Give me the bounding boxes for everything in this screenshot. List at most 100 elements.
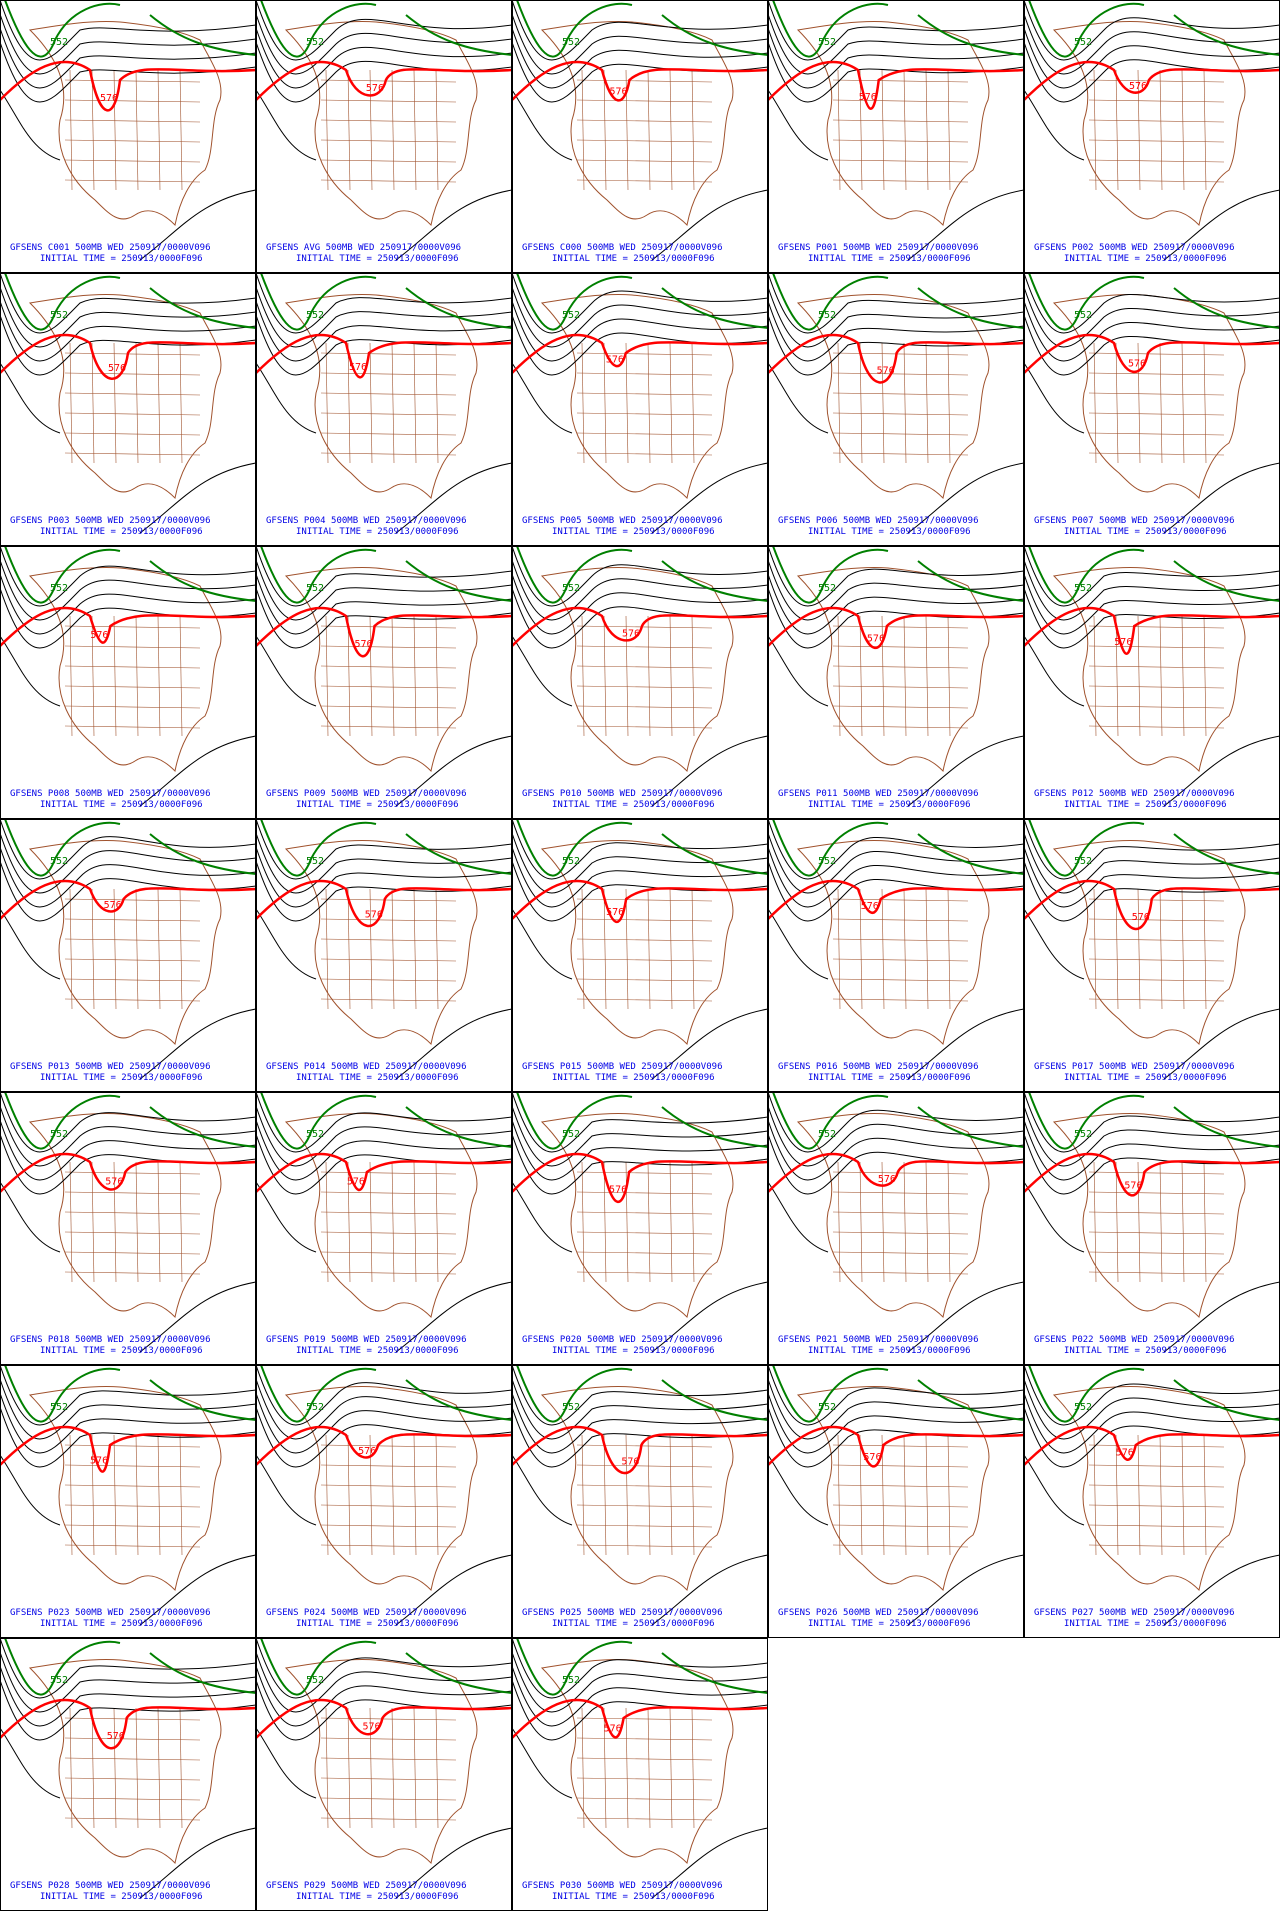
contour bbox=[651, 1827, 768, 1899]
contour-label: 552 bbox=[306, 583, 324, 594]
state-line bbox=[832, 139, 969, 143]
panel-title: GFSENS P001 500MB WED 250917/0000V096 bbox=[778, 243, 978, 253]
state-line bbox=[325, 342, 329, 464]
contour-label: 552 bbox=[50, 37, 68, 48]
contour-552 bbox=[4, 819, 256, 877]
contour bbox=[768, 1365, 1024, 1426]
contour-576 bbox=[512, 60, 768, 102]
state-line bbox=[576, 1251, 713, 1255]
contour bbox=[1024, 559, 1280, 621]
state-line bbox=[91, 1434, 95, 1556]
state-line bbox=[647, 1434, 651, 1556]
contour-576 bbox=[1024, 333, 1280, 374]
state-line bbox=[320, 1191, 457, 1195]
contour-label: 576 bbox=[349, 362, 367, 373]
contour bbox=[512, 546, 768, 607]
panel-subtitle: INITIAL TIME = 250913/0000F096 bbox=[552, 527, 715, 537]
contour bbox=[1024, 635, 1085, 707]
contour-576 bbox=[0, 1152, 256, 1193]
contour bbox=[512, 1392, 768, 1454]
state-line bbox=[320, 1464, 457, 1468]
panel-subtitle: INITIAL TIME = 250913/0000F096 bbox=[552, 800, 715, 810]
state-line bbox=[576, 119, 713, 123]
state-line bbox=[64, 1524, 201, 1528]
state-line bbox=[832, 918, 969, 922]
state-line bbox=[64, 1757, 201, 1761]
contour bbox=[256, 362, 317, 434]
state-line bbox=[325, 1434, 329, 1556]
coastline bbox=[284, 840, 478, 1046]
coastline bbox=[284, 1386, 478, 1592]
state-line bbox=[320, 1444, 457, 1448]
state-line bbox=[1088, 392, 1225, 396]
contour bbox=[512, 635, 573, 707]
contour bbox=[139, 189, 256, 261]
state-line bbox=[325, 615, 329, 737]
coastline bbox=[284, 1113, 478, 1319]
contour bbox=[768, 832, 1024, 894]
contour-576 bbox=[512, 1425, 768, 1475]
contour bbox=[768, 13, 1024, 75]
contour bbox=[768, 846, 1024, 908]
state-line bbox=[832, 1171, 969, 1175]
state-line bbox=[832, 352, 969, 356]
state-line bbox=[832, 119, 969, 123]
contour bbox=[0, 832, 256, 894]
state-line bbox=[1088, 159, 1225, 163]
contour-576 bbox=[256, 1698, 512, 1739]
contour bbox=[512, 273, 768, 334]
contour bbox=[768, 1181, 829, 1253]
state-line bbox=[1088, 1171, 1225, 1175]
state-line bbox=[576, 1191, 713, 1195]
panel-title: GFSENS AVG 500MB WED 250917/0000V096 bbox=[266, 243, 461, 253]
map-panel: 552 576 GFSENS P008 500MB WED 250917/0000V… bbox=[0, 546, 256, 819]
contour bbox=[256, 286, 512, 348]
contour-552 bbox=[4, 273, 256, 331]
panel-title: GFSENS C001 500MB WED 250917/0000V096 bbox=[10, 243, 210, 253]
state-line bbox=[64, 1817, 201, 1821]
map-area: 552 576 bbox=[256, 1092, 512, 1353]
contour bbox=[0, 13, 256, 75]
contour-label: 576 bbox=[609, 1185, 627, 1196]
contour bbox=[1024, 1392, 1280, 1454]
map-panel: 552 576 GFSENS P022 500MB WED 250917/0000V… bbox=[1024, 1092, 1280, 1365]
panel-title: GFSENS P025 500MB WED 250917/0000V096 bbox=[522, 1608, 722, 1618]
contour bbox=[768, 89, 829, 161]
panel-title: GFSENS P020 500MB WED 250917/0000V096 bbox=[522, 1335, 722, 1345]
panel-title: GFSENS P019 500MB WED 250917/0000V096 bbox=[266, 1335, 466, 1345]
state-line bbox=[320, 898, 457, 902]
contour-552 bbox=[772, 273, 1024, 331]
state-line bbox=[603, 69, 607, 191]
state-line bbox=[832, 1464, 969, 1468]
contour bbox=[651, 1008, 768, 1080]
state-line bbox=[64, 725, 201, 729]
contour-576 bbox=[512, 606, 768, 647]
contour bbox=[768, 546, 1024, 607]
panel-border bbox=[256, 273, 512, 546]
contour-label: 552 bbox=[818, 583, 836, 594]
panel-subtitle: INITIAL TIME = 250913/0000F096 bbox=[552, 1619, 715, 1629]
contour-label: 552 bbox=[1074, 856, 1092, 867]
map-area: 552 576 bbox=[0, 273, 256, 534]
panel-subtitle: INITIAL TIME = 250913/0000F096 bbox=[296, 800, 459, 810]
state-line bbox=[947, 888, 951, 1010]
state-line bbox=[832, 665, 969, 669]
panel-title: GFSENS P027 500MB WED 250917/0000V096 bbox=[1034, 1608, 1234, 1618]
state-line bbox=[576, 452, 713, 456]
contour bbox=[1163, 462, 1280, 534]
state-line bbox=[157, 1707, 161, 1829]
map-area: 552 576 bbox=[256, 0, 512, 261]
state-line bbox=[413, 69, 417, 191]
panel-title: GFSENS P007 500MB WED 250917/0000V096 bbox=[1034, 516, 1234, 526]
contour-label: 552 bbox=[306, 37, 324, 48]
contour bbox=[256, 573, 512, 635]
state-line bbox=[320, 1817, 457, 1821]
state-line bbox=[64, 452, 201, 456]
state-line bbox=[435, 888, 439, 1010]
map-area: 552 576 bbox=[1024, 1365, 1280, 1626]
state-line bbox=[576, 978, 713, 982]
state-line bbox=[320, 432, 457, 436]
state-line bbox=[391, 1434, 395, 1556]
state-line bbox=[64, 705, 201, 709]
contour-label: 576 bbox=[365, 910, 383, 921]
